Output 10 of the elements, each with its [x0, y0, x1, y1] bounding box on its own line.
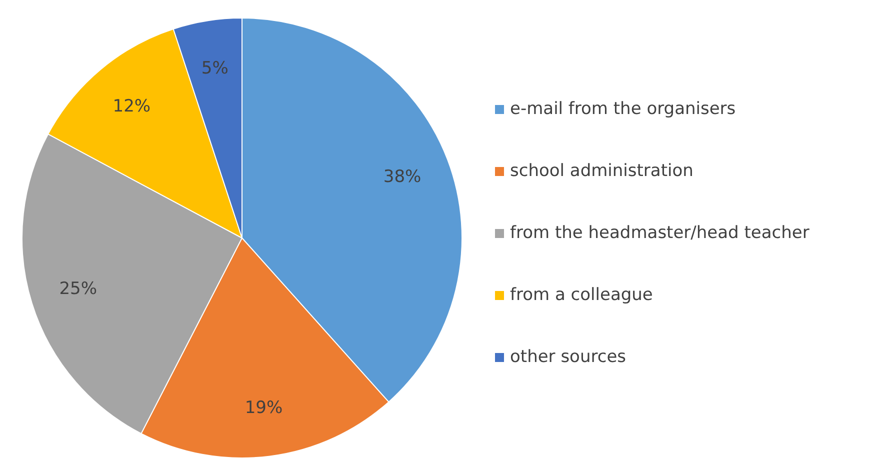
data-label: 25% — [59, 278, 98, 299]
legend-label: other sources — [510, 347, 626, 367]
legend-label: school administration — [510, 161, 694, 181]
data-label: 5% — [201, 58, 228, 79]
data-label: 12% — [112, 96, 151, 117]
legend-label: from a colleague — [510, 285, 653, 305]
data-label: 19% — [244, 398, 283, 418]
legend-label: e-mail from the organisers — [510, 99, 736, 119]
data-label: 38% — [383, 166, 422, 187]
legend-label: from the headmaster/head teacher — [510, 223, 810, 243]
